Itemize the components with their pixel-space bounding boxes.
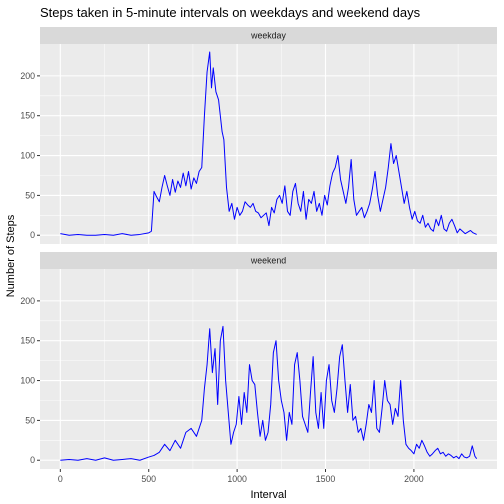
y-tick-label: 50 (25, 415, 35, 425)
y-tick-label: 0 (30, 455, 35, 465)
series-line-weekday (60, 51, 477, 236)
y-tick-label: 200 (20, 296, 35, 306)
panel-background-weekday (40, 44, 497, 244)
y-tick-label: 50 (25, 190, 35, 200)
x-tick-label: 2000 (404, 474, 424, 484)
facet-panel-weekday: weekday (40, 27, 497, 244)
y-tick-label: 100 (20, 376, 35, 386)
chart-title: Steps taken in 5-minute intervals on wee… (40, 5, 421, 20)
facet-strip-weekend (40, 252, 497, 269)
x-tick-label: 500 (141, 474, 156, 484)
y-axes: 0 50 100 150 200 0 50 100 150 200 (20, 71, 40, 465)
x-tick-label: 1000 (227, 474, 247, 484)
gridlines-weekday (40, 44, 497, 244)
y-axis-title: Number of Steps (5, 214, 17, 297)
y-tick-label: 100 (20, 151, 35, 161)
facet-strip-label-weekday: weekday (250, 31, 286, 41)
y-tick-label: 200 (20, 71, 35, 81)
series-line-weekend (60, 325, 478, 461)
y-tick-label: 150 (20, 336, 35, 346)
y-tick-label: 150 (20, 111, 35, 121)
facet-strip-weekday (40, 27, 497, 44)
y-tick-label: 0 (30, 230, 35, 240)
panel-background-weekend (40, 269, 497, 469)
x-tick-label: 0 (58, 474, 63, 484)
facet-panel-weekend: weekend (40, 252, 497, 469)
x-axis-title: Interval (250, 489, 286, 501)
gridlines-weekend (40, 269, 497, 469)
x-axis: 0 500 1000 1500 2000 (58, 469, 424, 484)
x-tick-label: 1500 (316, 474, 336, 484)
facet-strip-label-weekend: weekend (250, 256, 286, 266)
